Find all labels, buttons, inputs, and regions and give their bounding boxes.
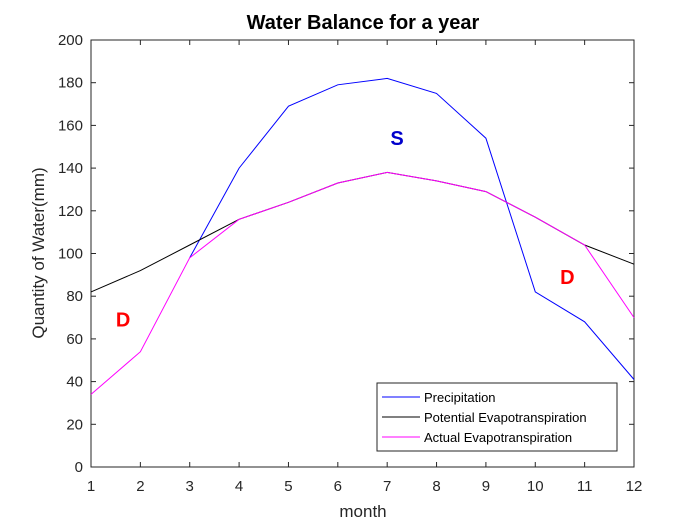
x-tick-label: 11 [577, 478, 593, 495]
annotation-label: D [116, 310, 130, 332]
chart-title: Water Balance for a year [247, 12, 480, 34]
x-tick-label: 1 [87, 478, 95, 495]
y-tick-label: 60 [66, 331, 83, 348]
y-tick-label: 40 [66, 374, 83, 391]
x-axis-label: month [339, 502, 386, 521]
y-tick-label: 80 [66, 288, 83, 305]
x-tick-label: 10 [527, 478, 544, 495]
annotation-label: S [390, 128, 403, 150]
x-tick-label: 8 [432, 478, 440, 495]
legend-entry-label: Precipitation [424, 390, 496, 405]
y-tick-label: 100 [58, 246, 83, 263]
x-tick-label: 9 [482, 478, 490, 495]
y-tick-label: 140 [58, 160, 83, 177]
legend-entry-label: Potential Evapotranspiration [424, 410, 587, 425]
x-tick-label: 5 [284, 478, 292, 495]
legend-entry-label: Actual Evapotranspiration [424, 430, 572, 445]
series-line-precipitation [189, 77, 635, 380]
y-tick-label: 180 [58, 75, 83, 92]
series-line-actual-evapotranspiration [90, 171, 635, 395]
y-tick-label: 20 [66, 416, 83, 433]
y-tick-label: 0 [75, 459, 83, 476]
x-tick-label: 4 [235, 478, 243, 495]
x-tick-label: 7 [383, 478, 391, 495]
x-tick-label: 3 [186, 478, 194, 495]
x-tick-label: 6 [334, 478, 342, 495]
x-tick-label: 12 [626, 478, 643, 495]
series-line-potential-evapotranspiration [90, 171, 635, 293]
y-tick-label: 200 [58, 32, 83, 49]
y-tick-label: 120 [58, 203, 83, 220]
y-tick-label: 160 [58, 117, 83, 134]
x-tick-label: 2 [136, 478, 144, 495]
annotation-label: D [560, 267, 574, 289]
y-axis-label: Quantity of Water(mm) [29, 167, 48, 338]
